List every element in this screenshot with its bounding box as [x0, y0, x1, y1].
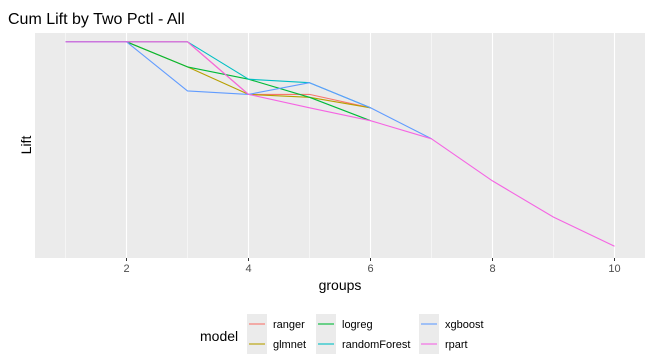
x-tick-label-6: 6 [367, 263, 373, 275]
legend-title: model [200, 328, 238, 344]
major-gridlines [125, 33, 616, 258]
plot-panel [35, 33, 645, 258]
legend: model ranger glmnet logreg randomForest xgbo… [200, 314, 484, 354]
legend-label-rpart: rpart [445, 339, 468, 351]
legend-label-ranger: ranger [273, 319, 305, 331]
minor-gridlines [65, 33, 554, 258]
series-line-rpart [65, 41, 615, 247]
legend-items: ranger glmnet logreg randomForest xgboost rpa… [247, 314, 484, 354]
y-axis-title: Lift [18, 136, 34, 155]
chart-title: Cum Lift by Two Pctl - All [8, 11, 185, 28]
x-tick-label-10: 10 [608, 263, 620, 275]
legend-label-randomForest: randomForest [342, 339, 410, 351]
series-lines [65, 41, 615, 247]
legend-label-logreg: logreg [342, 319, 373, 331]
x-tick-label-4: 4 [245, 263, 251, 275]
x-tick-label-8: 8 [489, 263, 495, 275]
x-axis-title: groups [319, 277, 362, 293]
legend-label-xgboost: xgboost [445, 319, 484, 331]
x-axis-ticks: 2 4 6 8 10 [123, 258, 621, 275]
legend-label-glmnet: glmnet [273, 339, 306, 351]
x-tick-label-2: 2 [123, 263, 129, 275]
